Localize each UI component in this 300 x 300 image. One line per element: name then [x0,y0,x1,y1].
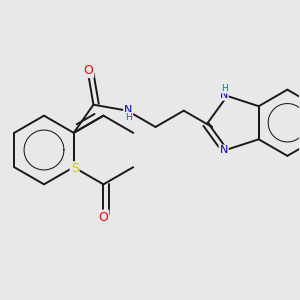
Text: N: N [220,90,228,100]
Text: N: N [124,105,132,115]
Text: S: S [70,162,79,175]
Text: H: H [221,84,228,93]
Text: H: H [125,113,131,122]
Text: O: O [98,211,108,224]
Text: N: N [220,146,228,155]
Text: O: O [83,64,93,77]
